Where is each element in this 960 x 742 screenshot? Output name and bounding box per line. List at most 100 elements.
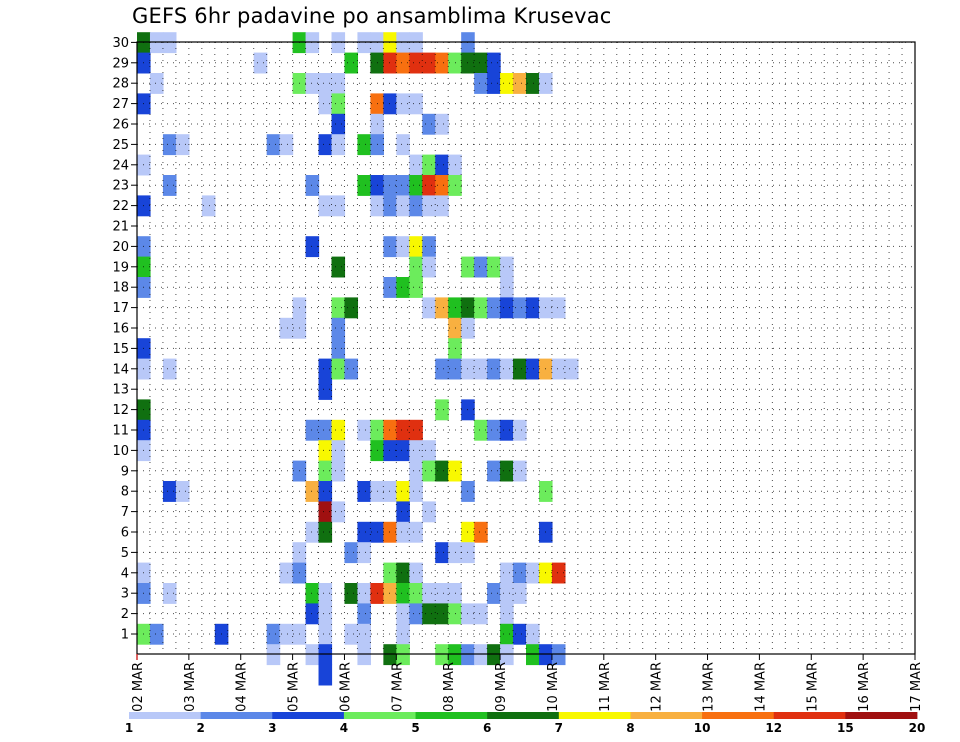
heatmap-cell — [357, 175, 371, 196]
y-tick-label: 12 — [112, 403, 129, 418]
y-tick-label: 1 — [121, 628, 129, 643]
heatmap-cell — [500, 623, 514, 645]
heatmap-cell — [551, 358, 566, 380]
heatmap-cell — [279, 134, 294, 156]
heatmap-cell — [513, 73, 527, 94]
heatmap-cell — [318, 521, 333, 543]
heatmap-cell — [422, 195, 436, 217]
heatmap-cell — [383, 236, 397, 258]
heatmap-cell — [357, 583, 371, 604]
legend-label: 7 — [555, 721, 563, 735]
heatmap-cell — [331, 338, 346, 360]
heatmap-cell — [513, 419, 527, 441]
heatmap-cell — [318, 379, 333, 400]
heatmap-cell — [279, 317, 294, 339]
heatmap-cell — [383, 52, 397, 74]
heatmap-cell — [318, 583, 333, 604]
heatmap-cell — [435, 195, 449, 217]
heatmap-cell — [526, 73, 540, 94]
heatmap-cell — [435, 460, 449, 482]
y-tick-label: 7 — [121, 505, 129, 520]
heatmap-cell — [305, 236, 320, 258]
heatmap-cell — [383, 481, 397, 502]
legend-swatch — [702, 712, 775, 719]
heatmap-cell — [318, 73, 333, 94]
heatmap-cell — [331, 317, 346, 339]
heatmap-cell — [175, 481, 190, 502]
heatmap-cell — [513, 297, 527, 319]
heatmap-cell — [409, 440, 423, 462]
heatmap-cell — [422, 236, 436, 258]
heatmap-cell — [318, 460, 333, 482]
heatmap-cell — [409, 175, 423, 196]
heatmap-cell — [305, 175, 320, 196]
heatmap-cell — [383, 419, 397, 441]
heatmap-cell — [409, 562, 423, 584]
heatmap-cell — [526, 358, 540, 380]
heatmap-cell — [318, 195, 333, 217]
legend-label: 15 — [837, 721, 854, 735]
y-tick-label: 27 — [112, 97, 129, 112]
heatmap-cell — [474, 73, 488, 94]
heatmap-cell — [162, 481, 177, 502]
heatmap-cell — [279, 623, 294, 645]
x-tick-label: 14 MAR — [753, 662, 768, 712]
heatmap-cell — [396, 501, 410, 523]
cell-group — [137, 32, 579, 686]
heatmap-cell — [526, 644, 540, 666]
heatmap-cell — [357, 644, 371, 666]
heatmap-cell — [357, 481, 371, 502]
legend-swatch — [845, 712, 918, 719]
heatmap-cell — [162, 134, 177, 156]
heatmap-cell — [357, 134, 371, 156]
y-tick-label: 3 — [121, 587, 129, 602]
heatmap-cell — [383, 32, 397, 54]
heatmap-cell — [162, 175, 177, 196]
heatmap-cell — [201, 195, 216, 217]
y-tick-label: 26 — [112, 118, 129, 133]
heatmap-cell — [487, 52, 501, 74]
heatmap-cell — [500, 297, 514, 319]
heatmap-cell — [318, 501, 333, 523]
y-tick-label: 18 — [112, 281, 129, 296]
heatmap-cell — [396, 236, 410, 258]
heatmap-cell — [383, 583, 397, 604]
y-tick-label: 22 — [112, 199, 129, 214]
legend-swatch — [773, 712, 846, 719]
y-tick-label: 28 — [112, 77, 129, 92]
heatmap-cell — [551, 562, 566, 584]
x-tick-label: 09 MAR — [494, 662, 509, 712]
y-tick-label: 30 — [112, 36, 129, 51]
heatmap-cell — [474, 358, 488, 380]
heatmap-cell — [383, 93, 397, 115]
heatmap-cell — [162, 583, 177, 604]
heatmap-cell — [551, 644, 566, 666]
heatmap-cell — [383, 175, 397, 196]
y-tick-label: 29 — [112, 56, 129, 71]
heatmap-cell — [422, 603, 436, 625]
heatmap-cell — [318, 134, 333, 156]
x-tick-label: 10 MAR — [546, 662, 561, 712]
heatmap-cell — [409, 603, 423, 625]
heatmap-cell — [383, 562, 397, 584]
heatmap-cell — [357, 603, 371, 625]
heatmap-cell — [162, 358, 177, 380]
heatmap-cell — [305, 521, 320, 543]
heatmap-cell — [448, 297, 462, 319]
x-tick-label: 06 MAR — [339, 662, 354, 712]
heatmap-cell — [396, 195, 410, 217]
heatmap-cell — [357, 32, 371, 54]
heatmap-cell — [448, 338, 462, 360]
heatmap-cell — [383, 440, 397, 462]
heatmap-cell — [500, 419, 514, 441]
heatmap-cell — [162, 32, 177, 54]
y-tick-label: 5 — [121, 546, 129, 561]
y-tick-label: 23 — [112, 179, 129, 194]
heatmap-cell — [409, 460, 423, 482]
heatmap-cell — [383, 195, 397, 217]
heatmap-cell — [331, 501, 346, 523]
heatmap-cell — [344, 583, 359, 604]
heatmap-cell — [422, 501, 436, 523]
heatmap-cell — [305, 583, 320, 604]
heatmap-cell — [435, 358, 449, 380]
